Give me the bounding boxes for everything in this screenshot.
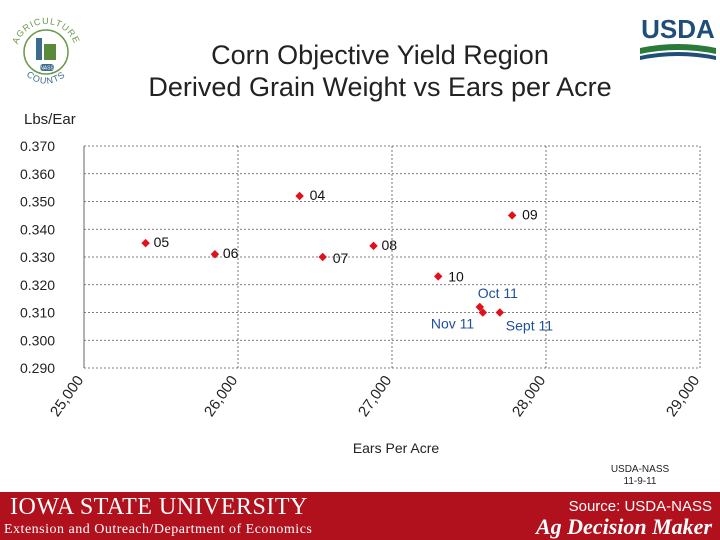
- x-tick-label: 25,000: [47, 373, 87, 420]
- data-point-marker: [141, 238, 150, 248]
- x-tick-label: 29,000: [663, 373, 703, 420]
- agriculture-counts-logo: NASS AGRICULTURE COUNTS: [10, 16, 81, 86]
- data-point-label: Nov 11: [431, 316, 475, 332]
- x-tick-label: 26,000: [201, 373, 241, 420]
- nass-badge: [40, 64, 54, 71]
- y-axis-label: Lbs/Ear: [24, 111, 76, 128]
- department-name: Extension and Outreach/Department of Eco…: [4, 522, 313, 537]
- usda-logo-text: USDA: [641, 14, 715, 44]
- grid-layer: [83, 145, 701, 369]
- footer-bar: IOWA STATE UNIVERSITY Extension and Outr…: [0, 492, 720, 540]
- source-note: Source: USDA-NASS: [568, 498, 712, 515]
- data-point-marker: [475, 302, 485, 312]
- logo-text-counts: COUNTS: [25, 69, 68, 86]
- data-point-label: 05: [154, 234, 170, 250]
- data-point-marker: [210, 249, 220, 259]
- usda-logo-swoosh-2: [640, 52, 716, 60]
- x-axis-label: Ears Per Acre: [353, 440, 440, 456]
- usda-logo: USDA: [640, 14, 716, 60]
- data-point-marker: [369, 241, 378, 251]
- y-tick-label: 0.290: [20, 360, 55, 376]
- data-point-label: 07: [333, 250, 349, 266]
- data-point-label: 09: [522, 206, 538, 222]
- chart-title-line-2: Derived Grain Weight vs Ears per Acre: [148, 72, 612, 102]
- x-tick-label: 27,000: [355, 373, 395, 420]
- data-point-marker: [295, 191, 304, 201]
- y-tick-label: 0.370: [20, 138, 55, 154]
- usda-logo-swoosh: [640, 44, 716, 54]
- data-point-marker: [318, 252, 327, 262]
- y-tick-label: 0.310: [20, 305, 55, 321]
- scatter-chart: 0.290 0.300 0.310 0.320 0.330 0.340 0.350 0.360…: [20, 111, 703, 456]
- y-tick-label: 0.300: [20, 332, 55, 348]
- data-point-label: Sept 11: [506, 318, 553, 334]
- y-tick-label: 0.330: [20, 249, 55, 265]
- axis-layer: 0.290 0.300 0.310 0.320 0.330 0.340 0.350 0.360…: [20, 138, 703, 420]
- data-point-marker: [507, 211, 517, 220]
- data-point-marker: [495, 308, 505, 317]
- y-tick-label: 0.350: [20, 194, 55, 210]
- y-tick-label: 0.320: [20, 277, 55, 293]
- data-point-label: 04: [310, 187, 326, 203]
- data-point-marker: [478, 308, 488, 317]
- data-point-label: 06: [223, 245, 239, 261]
- data-point-marker: [433, 272, 443, 281]
- barn-icon: [44, 44, 56, 60]
- chart-title-line-1: Corn Objective Yield Region: [211, 40, 549, 70]
- data-point-label: 10: [448, 268, 464, 284]
- nass-badge-text: NASS: [40, 66, 54, 72]
- x-tick-label: 28,000: [509, 373, 549, 420]
- credit-source: USDA-NASS: [610, 464, 670, 475]
- y-tick-label: 0.360: [20, 166, 55, 182]
- credit-date: 11-9-11: [623, 476, 657, 487]
- y-tick-label: 0.340: [20, 221, 55, 237]
- data-point-label: Oct 11: [478, 285, 518, 301]
- program-name: Ag Decision Maker: [536, 514, 712, 539]
- university-name: IOWA STATE UNIVERSITY: [10, 494, 308, 520]
- data-point-label: 08: [382, 237, 398, 253]
- silo-icon: [36, 38, 42, 60]
